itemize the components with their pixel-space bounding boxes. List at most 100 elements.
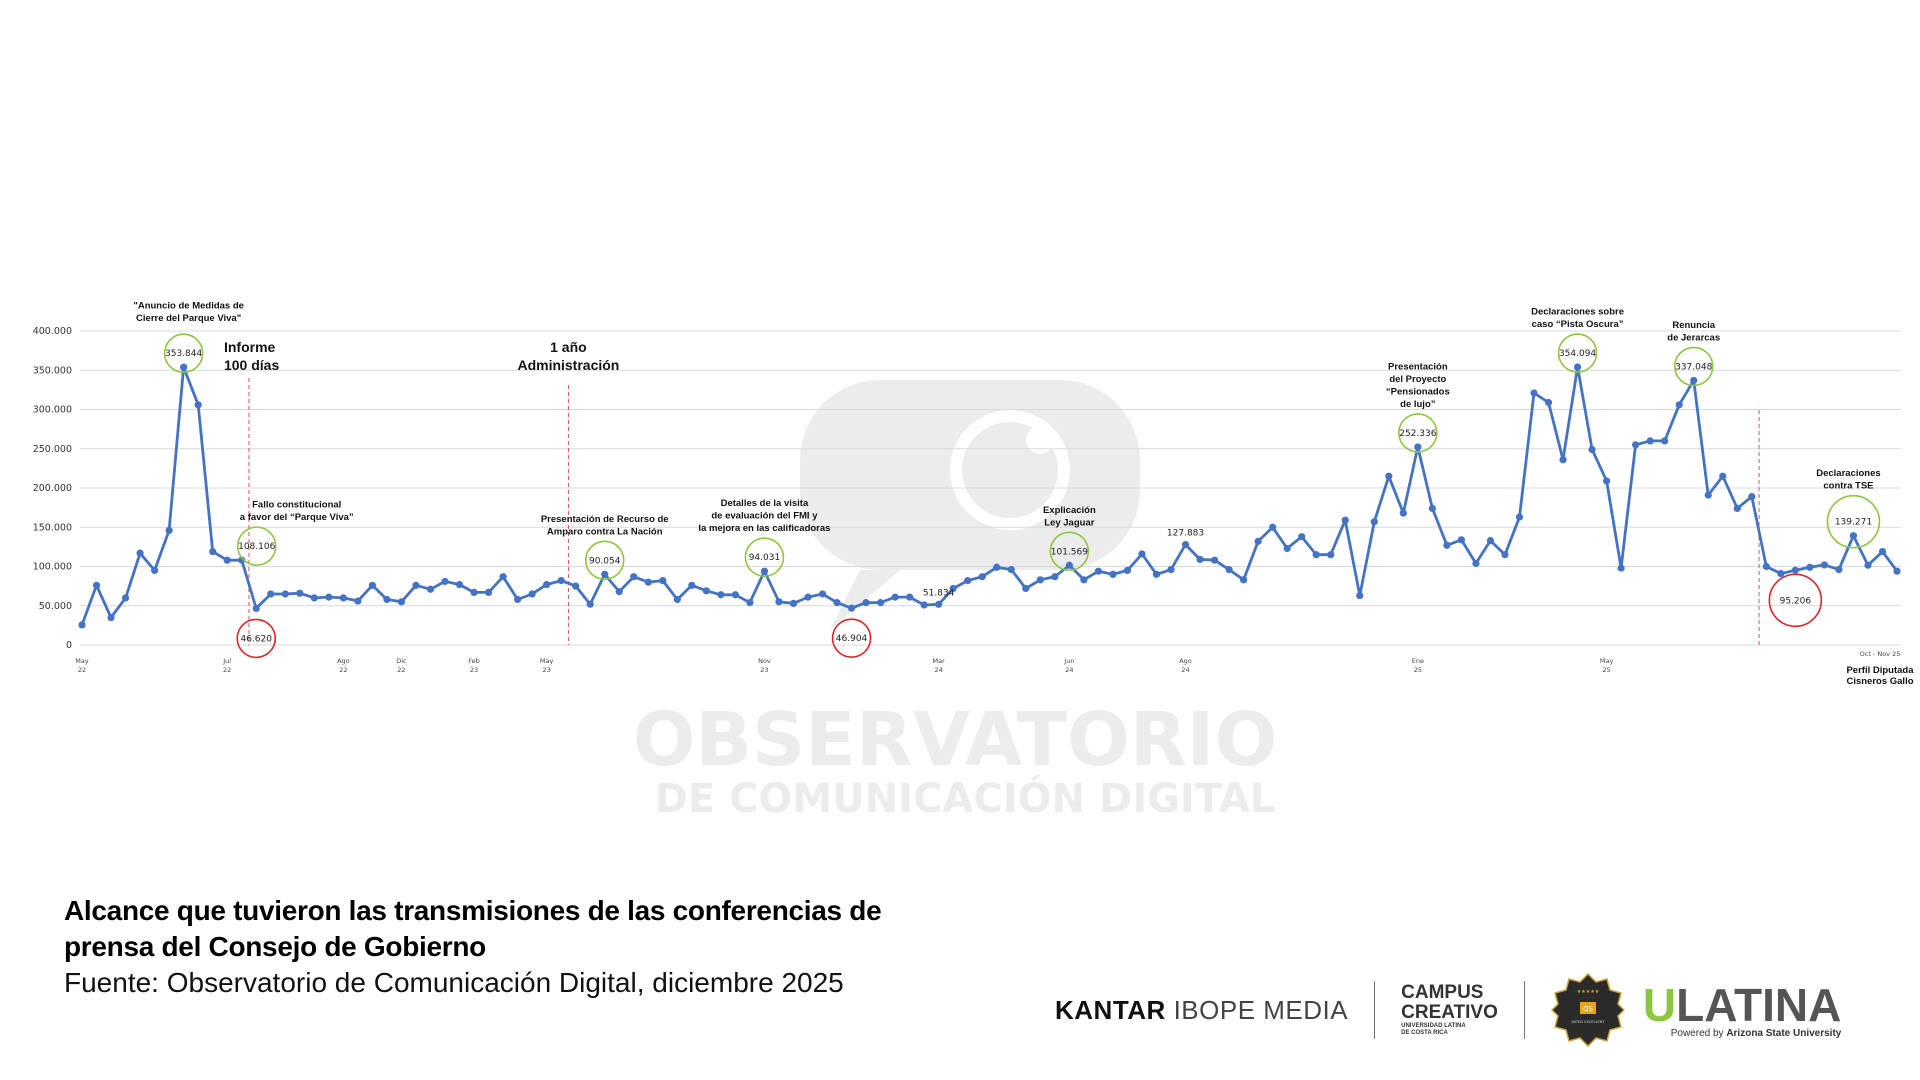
data-point <box>1733 504 1741 513</box>
data-point <box>368 581 376 589</box>
data-point <box>1051 573 1059 581</box>
data-point <box>1878 547 1887 556</box>
data-point <box>1080 576 1088 584</box>
data-point <box>978 573 986 581</box>
line-chart: OBSERVATORIO DE COMUNICACIÓN DIGITAL 0 50… <box>33 301 1915 822</box>
x-tick-month: Nov <box>758 657 771 665</box>
data-point <box>1501 551 1509 559</box>
data-point <box>1138 550 1146 558</box>
divider <box>1523 981 1525 1039</box>
event-annotation: del Proyecto <box>1389 374 1446 385</box>
value-label: 46.620 <box>240 634 272 644</box>
data-point <box>1123 566 1132 575</box>
data-point <box>470 588 478 597</box>
data-point <box>1094 567 1102 575</box>
divider <box>1374 981 1376 1039</box>
y-tick-label: 150.000 <box>33 522 72 533</box>
x-tick-month: May <box>1600 657 1614 665</box>
x-tick-month: Feb <box>468 657 480 665</box>
data-point <box>1762 562 1770 571</box>
data-point <box>789 599 798 607</box>
data-point <box>325 593 333 601</box>
data-point <box>383 595 391 604</box>
data-point <box>1298 533 1306 541</box>
chart-caption: Alcance que tuvieron las transmisiones d… <box>64 893 964 1001</box>
data-point <box>1370 518 1378 526</box>
data-point <box>1690 376 1698 385</box>
chart-title: Alcance que tuvieron las transmisiones d… <box>64 895 882 962</box>
event-annotation: Explicación <box>1043 505 1096 516</box>
data-point <box>1428 504 1436 513</box>
value-label: 353.844 <box>165 349 202 359</box>
data-point <box>1544 398 1553 407</box>
data-point <box>1632 441 1640 449</box>
data-point <box>659 577 667 585</box>
data-point <box>1167 566 1175 574</box>
data-point <box>717 591 725 599</box>
x-tick-month: Ago <box>337 657 350 665</box>
event-annotation: Presentación de Recurso de <box>541 514 669 525</box>
data-point <box>1443 541 1451 549</box>
value-label: 337.048 <box>1675 362 1712 372</box>
y-tick-label: 300.000 <box>33 405 72 416</box>
x-tick-year: 25 <box>1602 666 1610 674</box>
data-point <box>1007 566 1015 574</box>
data-point <box>223 556 231 564</box>
watermark-line2: DE COMUNICACIÓN DIGITAL <box>655 774 1276 822</box>
data-point <box>310 594 318 602</box>
data-point <box>1675 401 1683 409</box>
data-point <box>1603 477 1611 485</box>
data-point <box>354 597 362 605</box>
ulatina-u: U <box>1642 978 1677 1031</box>
data-point <box>151 566 159 575</box>
event-annotation: contra TSE <box>1823 481 1873 492</box>
data-point <box>267 590 275 598</box>
data-point <box>339 594 347 602</box>
event-annotation: Declaraciones <box>1816 468 1880 479</box>
y-tick-label: 100.000 <box>33 562 72 573</box>
data-point <box>1472 559 1480 567</box>
event-annotation: de evaluación del FMI y <box>711 511 818 522</box>
milestone-label: Informe <box>224 339 276 355</box>
data-point <box>1254 537 1262 545</box>
data-point <box>1704 491 1712 499</box>
data-point <box>165 526 173 534</box>
campus-line2: CREATIVO <box>1401 1002 1498 1023</box>
data-point <box>528 590 536 598</box>
value-ring <box>1826 494 1881 549</box>
data-point <box>296 589 304 597</box>
milestone-label: Perfil Diputada <box>1846 665 1914 676</box>
data-point <box>557 577 565 585</box>
x-tick-month: May <box>540 657 554 665</box>
campus-line1: CAMPUS <box>1401 982 1484 1003</box>
event-annotation: Declaraciones sobre <box>1531 307 1624 318</box>
x-tick-month: May <box>75 657 89 665</box>
value-ring <box>1557 333 1598 373</box>
data-point <box>906 593 914 601</box>
event-annotation: Fallo constitucional <box>252 500 341 511</box>
campus-sub1: UNIVERSIDAD LATINA <box>1401 1023 1466 1029</box>
data-point <box>514 595 522 604</box>
data-point <box>601 570 609 578</box>
value-label: 354.094 <box>1559 349 1596 359</box>
data-point <box>1152 570 1161 578</box>
event-annotation: de lujo” <box>1400 399 1436 410</box>
value-label: 252.336 <box>1399 429 1436 439</box>
x-tick-month: Mar <box>933 657 946 665</box>
qs-text: QS <box>1583 1005 1594 1013</box>
data-point <box>1486 536 1495 545</box>
kantar-logo: KANTAR IBOPE MEDIA <box>1055 995 1348 1026</box>
value-ring <box>584 540 625 581</box>
data-point <box>1777 569 1785 578</box>
data-point <box>1530 389 1538 397</box>
data-point <box>1820 561 1828 569</box>
data-point <box>238 556 246 564</box>
x-tick-month: Jul <box>222 657 231 665</box>
value-ring <box>1768 573 1823 628</box>
data-point <box>1559 456 1567 464</box>
x-tick-month: Ago <box>1179 657 1192 665</box>
data-point <box>702 587 710 595</box>
data-point <box>121 594 130 602</box>
data-point <box>862 599 870 607</box>
milestone-label: 100 días <box>224 357 279 373</box>
